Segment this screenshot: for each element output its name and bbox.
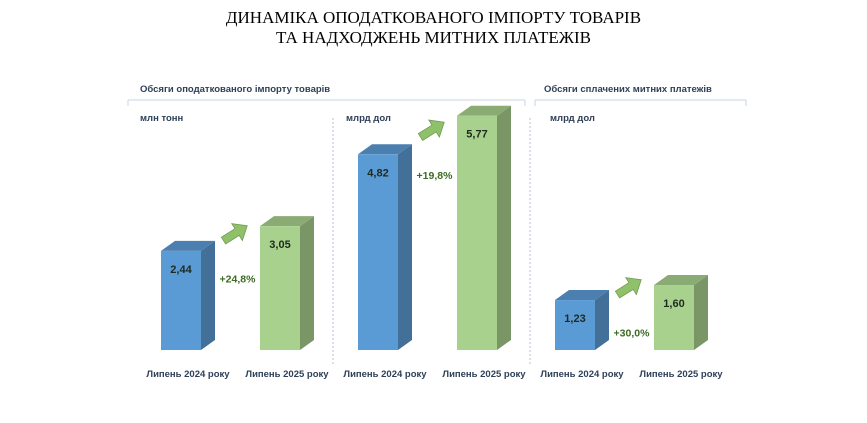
bar-2024: 4,82	[358, 144, 412, 350]
bar-2024-top	[161, 240, 215, 251]
bar-2024-side	[595, 290, 609, 350]
section-label-customs-payments: Обсяги сплачених митних платежів	[544, 84, 712, 95]
unit-label: млрд дол	[346, 113, 391, 124]
change-label: +30,0%	[614, 328, 651, 340]
bar-2024-value-label: 1,23	[564, 313, 585, 325]
growth-arrow-icon	[220, 223, 248, 245]
growth-arrow-shape	[417, 119, 445, 141]
bar-2025-value-label: 1,60	[663, 298, 684, 310]
category-label: Липень 2025 року	[245, 369, 329, 380]
bar-2025-value-label: 5,77	[466, 129, 487, 141]
bar-2024-front	[555, 300, 595, 350]
growth-arrow-shape	[220, 223, 248, 245]
bar-2025-side	[694, 275, 708, 350]
chart-title-line-2: ТА НАДХОДЖЕНЬ МИТНИХ ПЛАТЕЖІВ	[275, 28, 591, 47]
chart-title-line-1: ДИНАМІКА ОПОДАТКОВАНОГО ІМПОРТУ ТОВАРІВ	[225, 8, 642, 27]
change-label: +24,8%	[220, 274, 257, 286]
bar-2024-value-label: 2,44	[170, 264, 192, 276]
growth-arrow-shape	[614, 277, 642, 299]
bar-2025: 5,77	[457, 105, 511, 350]
bar-2025-top	[654, 275, 708, 286]
bar-2024: 1,23	[555, 290, 609, 350]
bar-2025-side	[300, 216, 314, 350]
bar-2024-side	[201, 240, 215, 350]
bar-2025-front	[654, 285, 694, 350]
growth-arrow-icon	[614, 277, 642, 299]
bar-2025-top	[260, 216, 314, 227]
bar-2025-top	[457, 105, 511, 116]
bar-2024-front	[161, 250, 201, 350]
category-label: Липень 2024 року	[146, 369, 230, 380]
chart-title: ДИНАМІКА ОПОДАТКОВАНОГО ІМПОРТУ ТОВАРІВ …	[0, 8, 867, 48]
category-label: Липень 2024 року	[540, 369, 624, 380]
bar-2024-top	[555, 290, 609, 301]
bar-2025-side	[497, 105, 511, 350]
bar-2025-front	[260, 226, 300, 350]
unit-label: млн тонн	[140, 113, 184, 124]
category-label: Липень 2025 року	[639, 369, 723, 380]
section-label-import-volume: Обсяги оподаткованого імпорту товарів	[140, 84, 330, 95]
unit-label: млрд дол	[550, 113, 595, 124]
growth-arrow-icon	[417, 119, 445, 141]
bar-2024: 2,44	[161, 240, 215, 350]
bar-2025: 3,05	[260, 216, 314, 350]
bar-2024-top	[358, 144, 412, 155]
category-label: Липень 2024 року	[343, 369, 427, 380]
category-label: Липень 2025 року	[442, 369, 526, 380]
change-label: +19,8%	[417, 170, 454, 182]
bar-2025-value-label: 3,05	[269, 239, 290, 251]
bar-2025: 1,60	[654, 275, 708, 350]
bar-2025-front	[457, 115, 497, 350]
bar-2024-front	[358, 154, 398, 350]
bar-2024-value-label: 4,82	[367, 167, 388, 179]
bar-2024-side	[398, 144, 412, 350]
